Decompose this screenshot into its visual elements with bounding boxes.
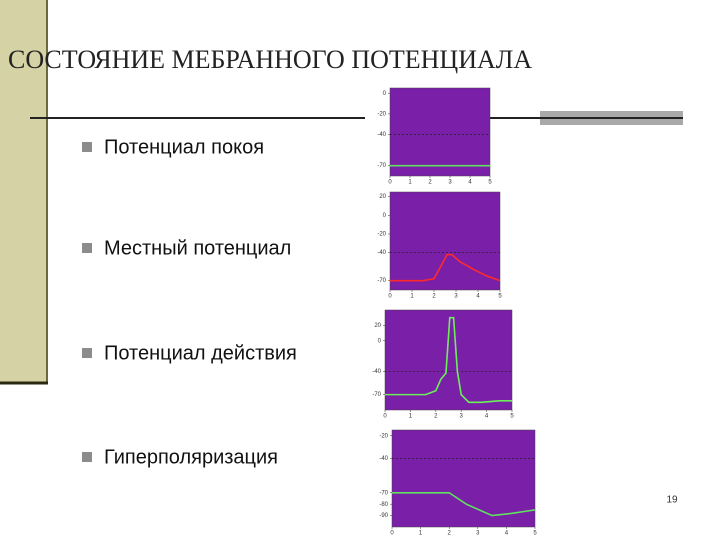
y-tick-label: 0 xyxy=(383,91,387,97)
y-tick-label: -70 xyxy=(377,163,386,169)
x-tick-label: 4 xyxy=(476,294,480,300)
plot-area xyxy=(391,429,536,528)
x-tick-label: 0 xyxy=(388,180,392,186)
y-tick-label: -40 xyxy=(379,456,388,462)
bullet-text: Местный потенциал xyxy=(104,237,291,259)
y-tick-label: -90 xyxy=(379,513,388,519)
bullet-marker xyxy=(82,243,92,253)
x-tick-label: 2 xyxy=(434,414,438,420)
x-tick-label: 0 xyxy=(390,531,394,537)
x-tick-label: 4 xyxy=(468,180,472,186)
x-tick-label: 4 xyxy=(485,414,489,420)
x-tick-label: 5 xyxy=(488,180,492,186)
x-tick-label: 3 xyxy=(448,180,452,186)
page-number: 19 xyxy=(666,495,678,506)
data-line xyxy=(392,491,536,517)
x-tick-label: 2 xyxy=(432,294,436,300)
x-tick-label: 5 xyxy=(510,414,514,420)
y-tick-label: -80 xyxy=(379,502,388,508)
x-tick-label: 2 xyxy=(428,180,432,186)
x-tick-label: 0 xyxy=(383,414,387,420)
x-tick-label: 4 xyxy=(505,531,509,537)
x-tick-label: 1 xyxy=(408,180,412,186)
x-tick-label: 3 xyxy=(476,531,480,537)
side-bar xyxy=(0,0,47,384)
y-tick-label: -70 xyxy=(377,278,386,284)
x-tick-label: 3 xyxy=(454,294,458,300)
plot-area xyxy=(389,87,491,177)
plot-area xyxy=(389,191,501,291)
x-tick-label: 1 xyxy=(419,531,423,537)
x-tick-label: 1 xyxy=(410,294,414,300)
bullet-text: Потенциал покоя xyxy=(104,136,264,158)
x-tick-label: 2 xyxy=(448,531,452,537)
y-tick-label: 0 xyxy=(383,213,387,219)
bullet-marker xyxy=(82,348,92,358)
y-tick-label: -40 xyxy=(377,250,386,256)
x-tick-label: 3 xyxy=(460,414,464,420)
y-tick-label: -70 xyxy=(372,392,381,398)
bullet-marker xyxy=(82,452,92,462)
x-tick-label: 1 xyxy=(409,414,413,420)
y-tick-label: -20 xyxy=(379,433,388,439)
bullet-text: Гиперполяризация xyxy=(104,446,278,468)
data-line xyxy=(390,253,501,282)
x-tick-label: 5 xyxy=(498,294,502,300)
y-tick-label: -40 xyxy=(377,132,386,138)
slide-title: СОСТОЯНИЕ МЕБРАННОГО ПОТЕНЦИАЛА xyxy=(8,45,532,74)
x-tick-label: 0 xyxy=(388,294,392,300)
y-tick-label: 20 xyxy=(374,323,381,329)
y-tick-label: 20 xyxy=(379,194,386,200)
x-tick-label: 5 xyxy=(533,531,537,537)
y-tick-label: -70 xyxy=(379,490,388,496)
y-tick-label: -40 xyxy=(372,369,381,375)
y-tick-label: -20 xyxy=(377,111,386,117)
bullet-text: Потенциал действия xyxy=(104,342,297,364)
y-tick-label: 0 xyxy=(378,338,382,344)
bullet-marker xyxy=(82,142,92,152)
data-line xyxy=(385,316,512,404)
y-tick-label: -20 xyxy=(377,232,386,238)
